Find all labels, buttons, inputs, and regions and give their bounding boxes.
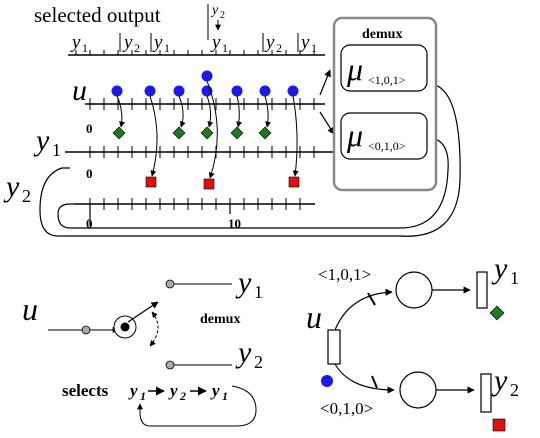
svg-text:y: y (491, 252, 508, 285)
y2-event (288, 176, 300, 188)
svg-text:demux: demux (200, 312, 240, 327)
y1-events (112, 126, 272, 140)
feedback-loops (39, 69, 461, 237)
svg-text:2: 2 (134, 41, 140, 55)
svg-text:<0,1,0>: <0,1,0> (368, 139, 406, 153)
y1-event (172, 126, 186, 140)
u-events (111, 70, 299, 97)
svg-text:y: y (128, 381, 138, 400)
y2-event (145, 176, 157, 188)
seq-tick-marks (75, 50, 315, 55)
svg-text:y: y (3, 170, 20, 203)
current-selection-marker: y 2 (207, 3, 225, 40)
svg-text:2: 2 (22, 186, 31, 206)
y1-event (230, 126, 244, 140)
u-event (259, 85, 271, 97)
y1-tape: y 1 0 (33, 124, 340, 181)
y1-event (112, 126, 126, 140)
svg-text:y: y (235, 266, 252, 299)
svg-text:y: y (299, 32, 310, 53)
svg-text:1: 1 (222, 389, 228, 403)
svg-text:y: y (210, 3, 219, 18)
svg-text:u: u (306, 299, 322, 335)
svg-text:μ: μ (346, 51, 363, 87)
svg-text:y: y (122, 32, 133, 53)
svg-text:1: 1 (140, 389, 146, 403)
svg-text:demux: demux (362, 27, 402, 42)
svg-text:y: y (264, 32, 275, 53)
u-tape: u 0 (72, 74, 325, 136)
svg-text:selects: selects (62, 381, 109, 400)
u-event (287, 85, 299, 97)
svg-text:2: 2 (510, 380, 519, 400)
svg-text:2: 2 (179, 389, 186, 403)
switch-diagram: u demux y 1 y 2 selects y 1 y 2 y 1 (22, 266, 263, 427)
u-event (201, 70, 213, 82)
svg-text:0: 0 (86, 166, 93, 181)
seq-separators (119, 33, 299, 52)
svg-text:y: y (235, 336, 252, 369)
y2-events (145, 176, 300, 190)
svg-text:1: 1 (254, 282, 263, 302)
u-event (173, 85, 185, 97)
svg-text:10: 10 (228, 216, 241, 231)
svg-text:u: u (22, 291, 38, 327)
u-event (111, 85, 123, 97)
y2-event (203, 178, 215, 190)
mu-1-box: μ <1,0,1> (340, 44, 428, 92)
svg-text:2: 2 (220, 10, 225, 21)
svg-text:y: y (210, 32, 221, 53)
svg-text:1: 1 (311, 41, 317, 55)
svg-text:1: 1 (510, 268, 519, 288)
u-event (144, 85, 156, 97)
svg-text:1: 1 (52, 140, 61, 160)
petri-net: u <1,0,1> <0,1,0> y 1 y 2 (306, 252, 519, 432)
mapping-arrows (116, 80, 299, 179)
y2-tape: y 2 0 10 (3, 170, 315, 231)
svg-text:2: 2 (254, 352, 263, 372)
demux-box: demux μ <1,0,1> μ <0,1,0> (332, 16, 438, 192)
svg-text:y: y (210, 381, 220, 400)
svg-text:<0,1,0>: <0,1,0> (320, 399, 373, 418)
y1-event (258, 126, 272, 140)
svg-text:μ: μ (346, 117, 363, 153)
svg-text:y: y (491, 364, 508, 397)
selected-output-label: selected output (34, 3, 161, 27)
svg-text:0: 0 (86, 216, 93, 231)
svg-text:1: 1 (82, 41, 88, 55)
y1-event (200, 126, 214, 140)
svg-text:1: 1 (222, 41, 228, 55)
svg-text:u: u (72, 74, 87, 107)
svg-text:0: 0 (86, 121, 93, 136)
mu-2-box: μ <0,1,0> (340, 112, 428, 160)
svg-text:<1,0,1>: <1,0,1> (318, 265, 371, 284)
svg-text:y: y (152, 32, 163, 53)
u-event (231, 85, 243, 97)
svg-text:y: y (168, 381, 178, 400)
svg-text:y: y (33, 124, 50, 157)
svg-text:2: 2 (276, 41, 282, 55)
svg-text:1: 1 (164, 41, 170, 55)
svg-text:<1,0,1>: <1,0,1> (368, 73, 406, 87)
svg-text:y: y (70, 32, 81, 53)
